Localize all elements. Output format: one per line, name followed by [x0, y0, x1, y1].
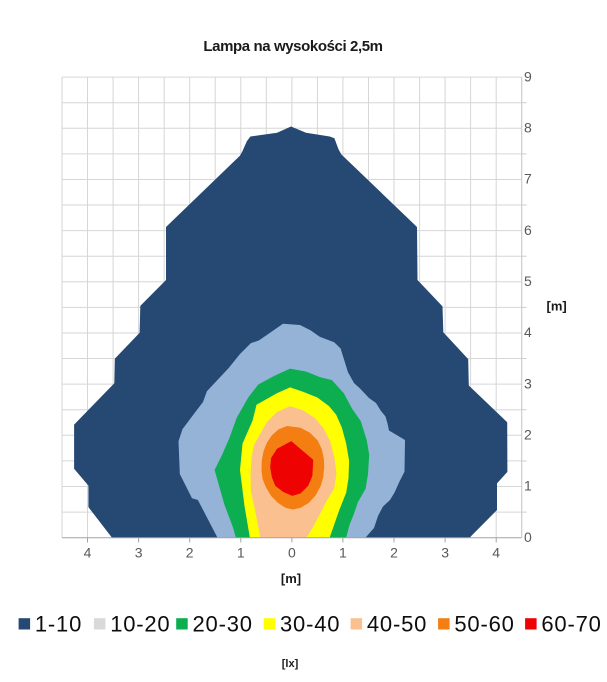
svg-text:3: 3: [441, 544, 449, 560]
svg-text:40-50: 40-50: [367, 611, 427, 636]
svg-text:2: 2: [186, 544, 194, 560]
svg-text:1-10: 1-10: [35, 611, 82, 636]
svg-text:4: 4: [524, 324, 532, 340]
svg-text:8: 8: [524, 119, 532, 135]
svg-text:3: 3: [524, 375, 532, 391]
svg-text:1: 1: [339, 544, 347, 560]
svg-text:6: 6: [524, 222, 532, 238]
svg-text:4: 4: [84, 544, 92, 560]
svg-text:1: 1: [237, 544, 245, 560]
svg-text:2: 2: [524, 426, 532, 442]
svg-text:0: 0: [524, 529, 532, 545]
svg-text:60-70: 60-70: [541, 611, 601, 636]
svg-text:1: 1: [524, 478, 532, 494]
svg-text:5: 5: [524, 273, 532, 289]
svg-text:7: 7: [524, 171, 532, 187]
svg-text:3: 3: [135, 544, 143, 560]
svg-text:Lampa na wysokości 2,5m: Lampa na wysokości 2,5m: [203, 38, 382, 55]
svg-text:4: 4: [492, 544, 500, 560]
svg-text:0: 0: [288, 544, 296, 560]
svg-text:9: 9: [524, 68, 532, 84]
svg-text:30-40: 30-40: [280, 611, 340, 636]
svg-text:50-60: 50-60: [454, 611, 514, 636]
svg-text:2: 2: [390, 544, 398, 560]
svg-text:[m]: [m]: [281, 571, 301, 586]
svg-text:[m]: [m]: [547, 299, 567, 314]
svg-text:10-20: 10-20: [110, 611, 170, 636]
svg-text:20-30: 20-30: [193, 611, 253, 636]
svg-text:[lx]: [lx]: [282, 658, 299, 670]
